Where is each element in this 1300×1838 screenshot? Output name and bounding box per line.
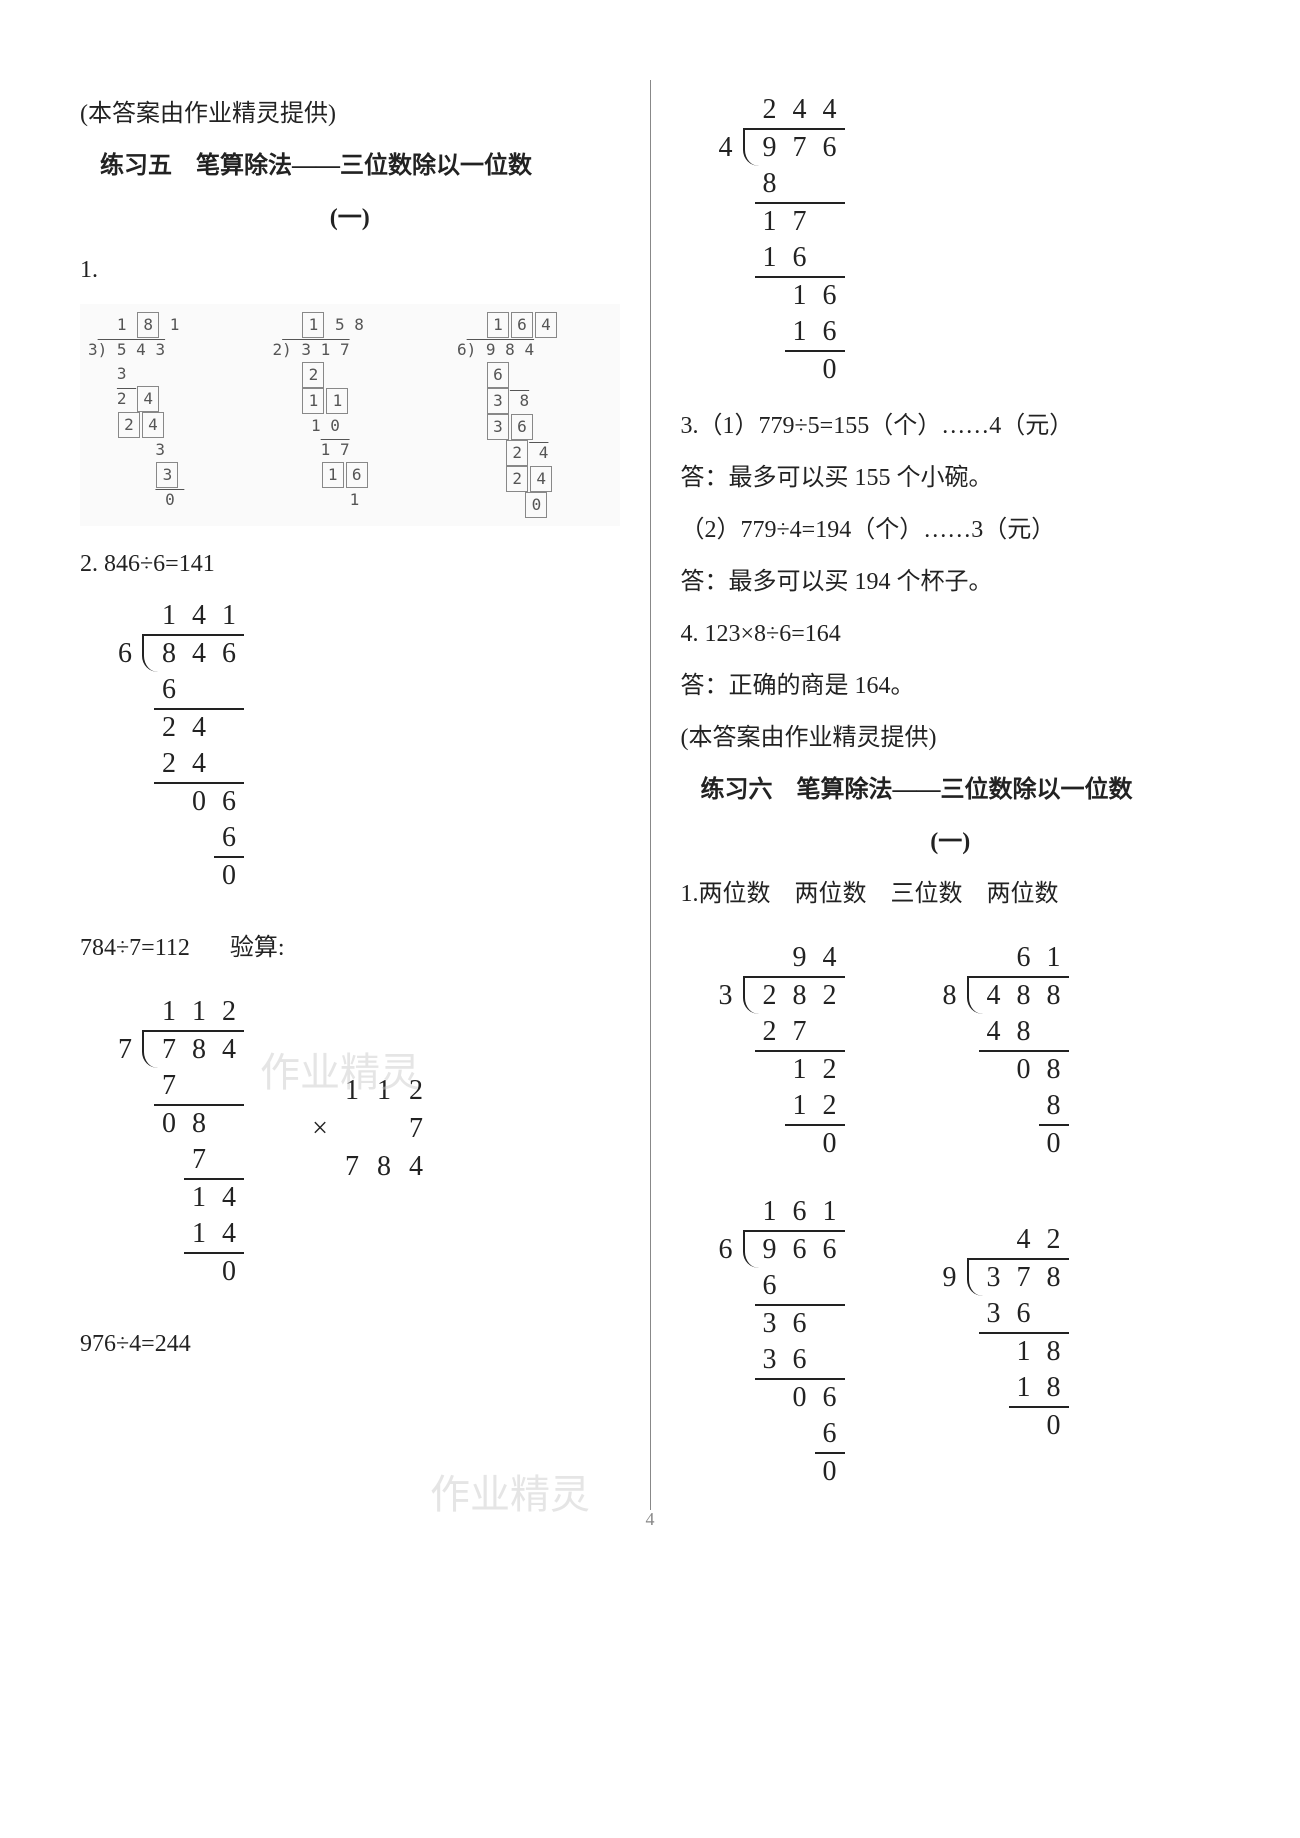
p2-div: 1416846624240660 xyxy=(110,598,620,894)
divD: 4293783618180 xyxy=(935,1222,1069,1490)
p2-label: 2. 846÷6=141 xyxy=(80,546,620,582)
left-column: (本答案由作业精灵提供) 练习五 笔算除法——三位数除以一位数 (一) 1. 1… xyxy=(60,80,640,1510)
p1-head-right: 1.两位数 两位数 三位数 两位数 xyxy=(681,876,1221,912)
p2b-mult: 112 ×7 784 xyxy=(304,1072,432,1186)
prob1-sub1: 1 8 1 3) 5 4 3 3 2 4 24 3 3 0 xyxy=(88,312,243,518)
title-6: 练习六 笔算除法——三位数除以一位数 xyxy=(681,772,1221,808)
subtitle-5: (一) xyxy=(80,200,620,236)
page: (本答案由作业精灵提供) 练习五 笔算除法——三位数除以一位数 (一) 1. 1… xyxy=(0,0,1300,1550)
title-5: 练习五 笔算除法——三位数除以一位数 xyxy=(80,148,620,184)
p2b-div: 1127784708714140 xyxy=(110,994,244,1290)
p3-1-ans: 答：最多可以买 155 个小碗。 xyxy=(681,460,1221,496)
divA: 9432822712120 xyxy=(711,940,845,1162)
p3-2-ans: 答：最多可以买 194 个杯子。 xyxy=(681,564,1221,600)
divC: 1616966636360660 xyxy=(711,1194,845,1490)
prob1-panel: 1 8 1 3) 5 4 3 3 2 4 24 3 3 0 1 5 8 2) 3… xyxy=(80,304,620,526)
p4: 4. 123×8÷6=164 xyxy=(681,616,1221,652)
p2b-check-label: 验算: xyxy=(230,930,285,966)
right-column: 24449768171616160 3.（1）779÷5=155（个）……4（元… xyxy=(661,80,1241,1510)
attrib-left: (本答案由作业精灵提供) xyxy=(80,96,620,132)
p1-label: 1. xyxy=(80,252,620,288)
p3-1: 3.（1）779÷5=155（个）……4（元） xyxy=(681,408,1221,444)
column-divider xyxy=(650,80,651,1510)
p2c-label: 976÷4=244 xyxy=(80,1326,620,1362)
p4-ans: 答：正确的商是 164。 xyxy=(681,668,1221,704)
prob1-sub3: 164 6) 9 8 4 6 3 8 36 2 4 24 0 xyxy=(457,312,612,518)
p2b-label: 784÷7=112 xyxy=(80,930,190,966)
right-top-div: 24449768171616160 xyxy=(711,92,1221,388)
attrib-right: (本答案由作业精灵提供) xyxy=(681,720,1221,756)
divB: 618488480880 xyxy=(935,940,1069,1162)
page-number: 4 xyxy=(646,1509,655,1530)
p3-2: （2）779÷4=194（个）……3（元） xyxy=(681,512,1221,548)
subtitle-6: (一) xyxy=(681,824,1221,860)
prob1-sub2: 1 5 8 2) 3 1 7 2 11 1 0 1 7 16 1 xyxy=(273,312,428,518)
